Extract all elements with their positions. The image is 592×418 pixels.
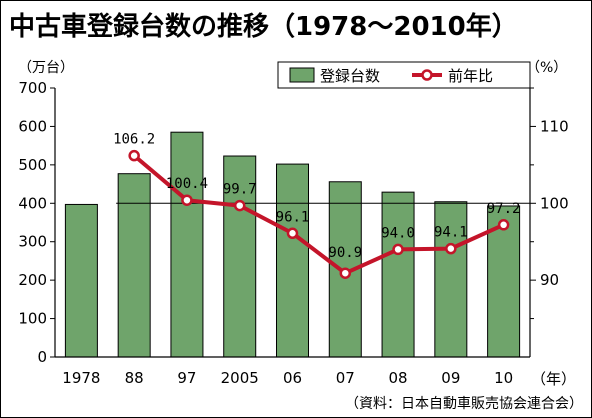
line-series-path bbox=[132, 154, 505, 276]
y2-axis-unit: （%） bbox=[526, 60, 567, 76]
bar-1978 bbox=[64, 203, 98, 358]
y-tick-label: 600 bbox=[18, 117, 47, 135]
source-note: （資料：日本自動車販売協会連合会） bbox=[345, 395, 583, 412]
legend-bar-swatch bbox=[289, 67, 315, 83]
bar-09 bbox=[434, 201, 468, 358]
line-layer bbox=[128, 149, 510, 279]
line-point-2005 bbox=[233, 199, 246, 212]
x-tick-label: 2005 bbox=[221, 369, 259, 387]
bar-97 bbox=[170, 131, 204, 358]
y-tick-label: 100 bbox=[18, 310, 47, 328]
labels-layer: 106.2 100.4 99.7 96.1 90.9 94.0 94.1 97.2 bbox=[113, 132, 520, 262]
line-point-07 bbox=[339, 267, 352, 279]
line-point-88 bbox=[128, 149, 140, 162]
legend-box bbox=[277, 61, 531, 89]
x-tick-label: 88 bbox=[125, 369, 144, 387]
y-tick-label: 400 bbox=[18, 194, 47, 212]
line-label-88: 106.2 bbox=[113, 132, 155, 148]
y-axis-unit: （万台） bbox=[18, 60, 74, 76]
y-tick-label: 300 bbox=[18, 233, 47, 251]
y-tick-label: 0 bbox=[37, 348, 47, 366]
line-point-09 bbox=[445, 242, 457, 255]
line-point-06 bbox=[286, 227, 299, 240]
legend-bar-label: 登録台数 bbox=[320, 67, 380, 85]
y2-tick-label: 100 bbox=[540, 194, 569, 212]
bars-layer bbox=[64, 131, 521, 358]
bar-08 bbox=[381, 191, 415, 358]
line-point-10 bbox=[497, 219, 510, 231]
x-tick-label: 07 bbox=[336, 369, 355, 387]
line-label-06: 96.1 bbox=[276, 209, 310, 225]
x-tick-label: 97 bbox=[177, 369, 196, 387]
line-label-2005: 99.7 bbox=[223, 182, 257, 198]
x-axis-unit: （年） bbox=[531, 370, 576, 388]
chart-title: 中古車登録台数の推移（1978～2010年） bbox=[9, 12, 518, 42]
y-tick-label: 700 bbox=[18, 79, 47, 97]
axes-layer: 0 100 200 300 400 500 600 700 90 100 110 1978 88 97 20… bbox=[18, 79, 568, 387]
bar-06 bbox=[276, 163, 309, 358]
x-tick-label: 10 bbox=[494, 369, 513, 387]
line-label-97: 100.4 bbox=[166, 176, 208, 192]
y-tick-label: 500 bbox=[18, 156, 47, 174]
x-tick-label: 06 bbox=[283, 369, 302, 387]
y2-tick-label: 90 bbox=[540, 271, 559, 289]
x-tick-label: 1978 bbox=[62, 369, 100, 387]
line-point-08 bbox=[392, 243, 404, 256]
x-tick-label: 08 bbox=[389, 369, 408, 387]
x-tick-label: 09 bbox=[441, 369, 460, 387]
legend: 登録台数 前年比 bbox=[277, 61, 531, 89]
line-label-08: 94.0 bbox=[381, 225, 415, 241]
legend-line-marker bbox=[421, 69, 433, 81]
y2-tick-label: 110 bbox=[540, 117, 569, 135]
legend-line-label: 前年比 bbox=[448, 67, 493, 85]
line-label-10: 97.2 bbox=[487, 201, 521, 217]
bar-88 bbox=[117, 173, 151, 358]
line-label-07: 90.9 bbox=[328, 245, 362, 261]
line-label-09: 94.1 bbox=[434, 225, 468, 241]
y-tick-label: 200 bbox=[18, 271, 47, 289]
line-point-97 bbox=[181, 194, 193, 206]
